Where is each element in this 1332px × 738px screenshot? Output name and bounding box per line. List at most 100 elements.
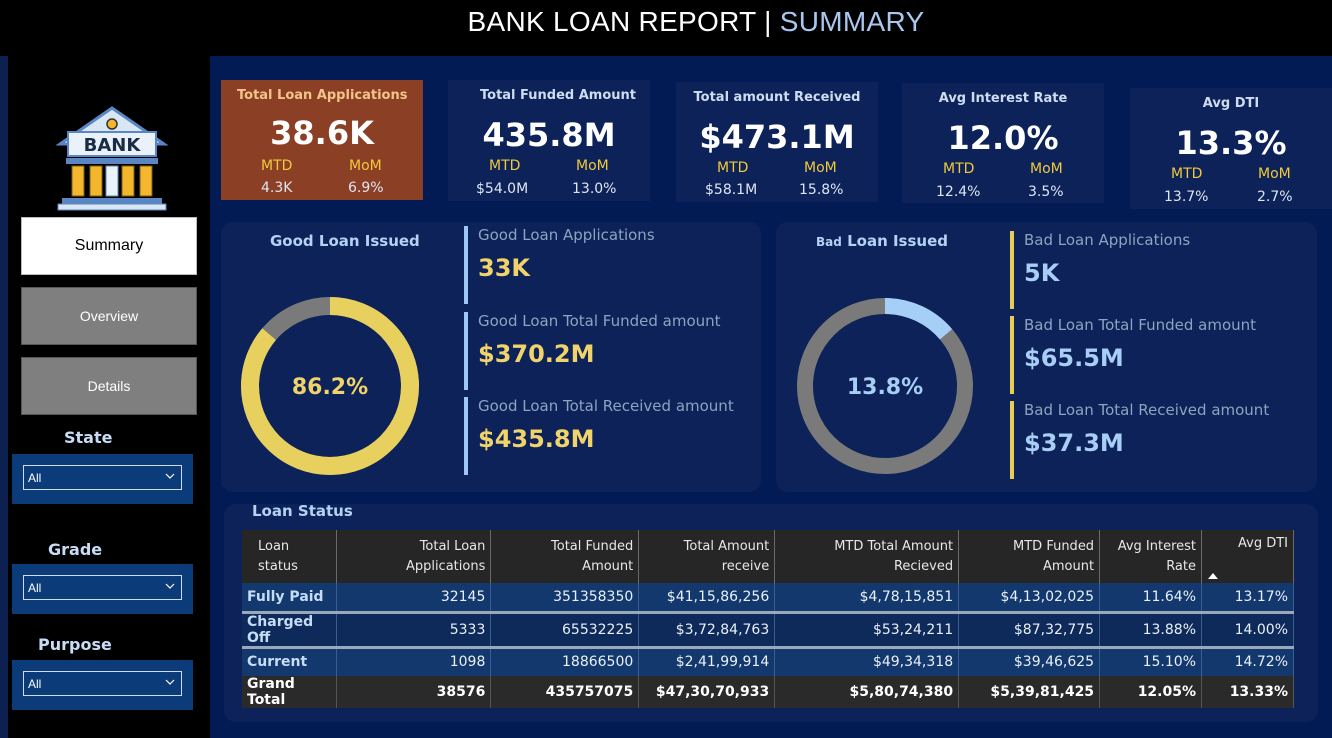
- chevron-down-icon: [165, 473, 175, 479]
- bad-loan-title: Bad Loan Issued: [816, 232, 948, 250]
- state-dropdown-value: All: [28, 471, 42, 485]
- nav-overview-button[interactable]: Overview: [21, 287, 197, 345]
- bad-loan-received-stat: Bad Loan Total Received amount $37.3M: [1010, 401, 1269, 479]
- good-loan-panel: Good Loan Issued 86.2% Good Loan Applica…: [221, 222, 761, 492]
- table-cell: $4,78,15,851: [774, 583, 960, 614]
- table-cell: 65532225: [490, 612, 640, 649]
- nav-summary-button[interactable]: Summary: [21, 217, 197, 275]
- table-cell: Current: [242, 647, 338, 676]
- bad-loan-funded-stat: Bad Loan Total Funded amount $65.5M: [1010, 316, 1256, 394]
- title-bar: BANK LOAN REPORT | SUMMARY: [0, 0, 1332, 56]
- good-loan-title: Good Loan Issued: [270, 232, 420, 250]
- table-cell: $87,32,775: [958, 612, 1101, 649]
- chevron-down-icon: [165, 583, 175, 589]
- kpi-title: Avg Interest Rate: [938, 91, 1068, 106]
- kpi-mtd-label: MTD: [489, 158, 521, 174]
- table-cell: 1098: [336, 647, 492, 676]
- bank-logo-icon: BANK: [56, 106, 168, 211]
- table-cell: 14.72%: [1201, 647, 1294, 676]
- stat-value: $435.8M: [478, 425, 595, 453]
- kpi-mom-label: MoM: [349, 158, 382, 174]
- stat-value: 33K: [478, 254, 530, 282]
- table-cell: 13.17%: [1201, 583, 1294, 614]
- bad-loan-donut-arc: [797, 298, 973, 474]
- table-cell: 15.10%: [1099, 647, 1202, 676]
- kpi-mtd-value: $54.0M: [476, 181, 529, 197]
- stat-value: $37.3M: [1024, 429, 1124, 457]
- column-header-mtd-funded-amount[interactable]: MTD Funded Amount: [958, 530, 1101, 583]
- kpi-mom-value: 15.8%: [799, 182, 844, 198]
- kpi-mtd-label: MTD: [943, 161, 975, 177]
- bad-loan-panel: Bad Loan Issued 13.8% Bad Loan Applicati…: [776, 222, 1317, 492]
- table-row-current[interactable]: Current 1098 18866500 $2,41,99,914 $49,3…: [242, 647, 1294, 676]
- left-edge: [0, 56, 8, 738]
- good-loan-applications-stat: Good Loan Applications 33K: [464, 226, 655, 304]
- kpi-title: Total Funded Amount: [480, 88, 636, 103]
- table-cell: Grand Total: [242, 676, 338, 708]
- table-cell: $53,24,211: [774, 612, 960, 649]
- column-header-avg-interest-rate[interactable]: Avg Interest Rate: [1099, 530, 1202, 583]
- kpi-title: Total Loan Applications: [237, 88, 408, 103]
- kpi-mtd-value: 12.4%: [936, 184, 981, 200]
- column-header-avg-dti[interactable]: Avg DTI: [1201, 530, 1294, 583]
- table-cell: 12.05%: [1099, 676, 1202, 708]
- table-row-charged-off[interactable]: Charged Off 5333 65532225 $3,72,84,763 $…: [242, 612, 1294, 649]
- state-dropdown[interactable]: All: [23, 465, 182, 490]
- column-header-mtd-total-amount-received[interactable]: MTD Total Amount Recieved: [774, 530, 960, 583]
- stat-label: Bad Loan Total Funded amount: [1024, 316, 1257, 334]
- table-cell: $49,34,318: [774, 647, 960, 676]
- table-cell: 18866500: [490, 647, 640, 676]
- kpi-mtd-value: 4.3K: [261, 180, 293, 196]
- table-cell: 32145: [336, 583, 492, 614]
- kpi-mom-value: 6.9%: [348, 180, 384, 196]
- table-cell: $41,15,86,256: [638, 583, 776, 614]
- kpi-mtd-label: MTD: [717, 160, 749, 176]
- kpi-mtd-label: MTD: [261, 158, 293, 174]
- kpi-mom-label: MoM: [1258, 166, 1291, 182]
- column-header-loan-status[interactable]: Loan status: [242, 530, 338, 583]
- kpi-value: $473.1M: [699, 118, 855, 156]
- table-row-fully-paid[interactable]: Fully Paid 32145 351358350 $41,15,86,256…: [242, 583, 1294, 614]
- kpi-title: Avg DTI: [1202, 96, 1260, 111]
- kpi-card-total-applications: Total Loan Applications 38.6K MTD MoM 4.…: [221, 80, 423, 200]
- nav-details-button[interactable]: Details: [21, 357, 197, 415]
- purpose-dropdown[interactable]: All: [23, 671, 182, 696]
- bad-loan-title-rest: Loan Issued: [847, 232, 948, 250]
- good-loan-funded-stat: Good Loan Total Funded amount $370.2M: [464, 312, 721, 390]
- table-cell: $4,13,02,025: [958, 583, 1101, 614]
- kpi-mom-value: 3.5%: [1028, 184, 1064, 200]
- table-cell: $5,80,74,380: [774, 676, 960, 708]
- kpi-value: 435.8M: [482, 116, 616, 154]
- table-cell: 435757075: [490, 676, 640, 708]
- sort-ascending-icon: [1208, 573, 1218, 579]
- table-cell: 351358350: [490, 583, 640, 614]
- grade-dropdown[interactable]: All: [23, 575, 182, 600]
- kpi-mom-value: 2.7%: [1257, 189, 1293, 205]
- kpi-mom-label: MoM: [804, 160, 837, 176]
- kpi-mtd-label: MTD: [1171, 166, 1203, 182]
- chevron-down-icon: [165, 679, 175, 685]
- column-header-total-loan-applications[interactable]: Total Loan Applications: [336, 530, 492, 583]
- kpi-title: Total amount Received: [693, 90, 861, 105]
- loan-status-table: Loan status Total Loan Applications Total…: [242, 530, 1294, 708]
- table-cell: 13.33%: [1201, 676, 1294, 708]
- bad-loan-title-prefix: Bad: [816, 235, 842, 249]
- bad-loan-donut-label: 13.8%: [847, 375, 923, 400]
- kpi-mom-value: 13.0%: [572, 181, 617, 197]
- table-cell: 11.64%: [1099, 583, 1202, 614]
- table-cell: $2,41,99,914: [638, 647, 776, 676]
- kpi-card-avg-interest: Avg Interest Rate 12.0% MTD MoM 12.4% 3.…: [902, 83, 1104, 203]
- kpi-value: 12.0%: [947, 119, 1059, 157]
- table-cell: $5,39,81,425: [958, 676, 1101, 708]
- column-header-total-funded-amount[interactable]: Total Funded Amount: [490, 530, 640, 583]
- grade-slicer: All: [12, 564, 193, 614]
- column-header-total-amount-receive[interactable]: Total Amount receive: [638, 530, 776, 583]
- bank-logo-text: BANK: [84, 135, 142, 156]
- kpi-mtd-value: $58.1M: [705, 182, 758, 198]
- stat-label: Good Loan Applications: [478, 226, 655, 244]
- bad-loan-donut: 13.8%: [797, 298, 973, 474]
- stat-value: 5K: [1024, 259, 1060, 287]
- stat-label: Bad Loan Total Received amount: [1024, 401, 1270, 419]
- stat-label: Good Loan Total Received amount: [478, 397, 734, 415]
- good-loan-received-stat: Good Loan Total Received amount $435.8M: [464, 397, 734, 475]
